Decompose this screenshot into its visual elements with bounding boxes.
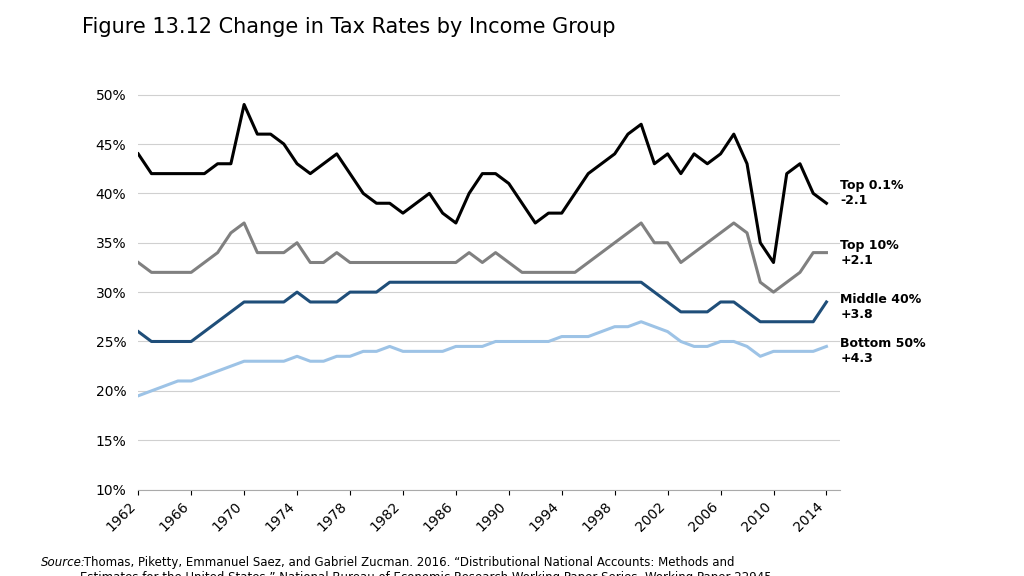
Text: Bottom 50%
+4.3: Bottom 50% +4.3 xyxy=(841,338,926,365)
Text: Middle 40%
+3.8: Middle 40% +3.8 xyxy=(841,293,922,321)
Text: Top 10%
+2.1: Top 10% +2.1 xyxy=(841,238,899,267)
Text: Thomas, Piketty, Emmanuel Saez, and Gabriel Zucman. 2016. “Distributional Nation: Thomas, Piketty, Emmanuel Saez, and Gabr… xyxy=(80,556,775,576)
Text: Figure 13.12 Change in Tax Rates by Income Group: Figure 13.12 Change in Tax Rates by Inco… xyxy=(82,17,615,37)
Text: Source:: Source: xyxy=(41,556,86,569)
Text: Top 0.1%
-2.1: Top 0.1% -2.1 xyxy=(841,179,904,207)
